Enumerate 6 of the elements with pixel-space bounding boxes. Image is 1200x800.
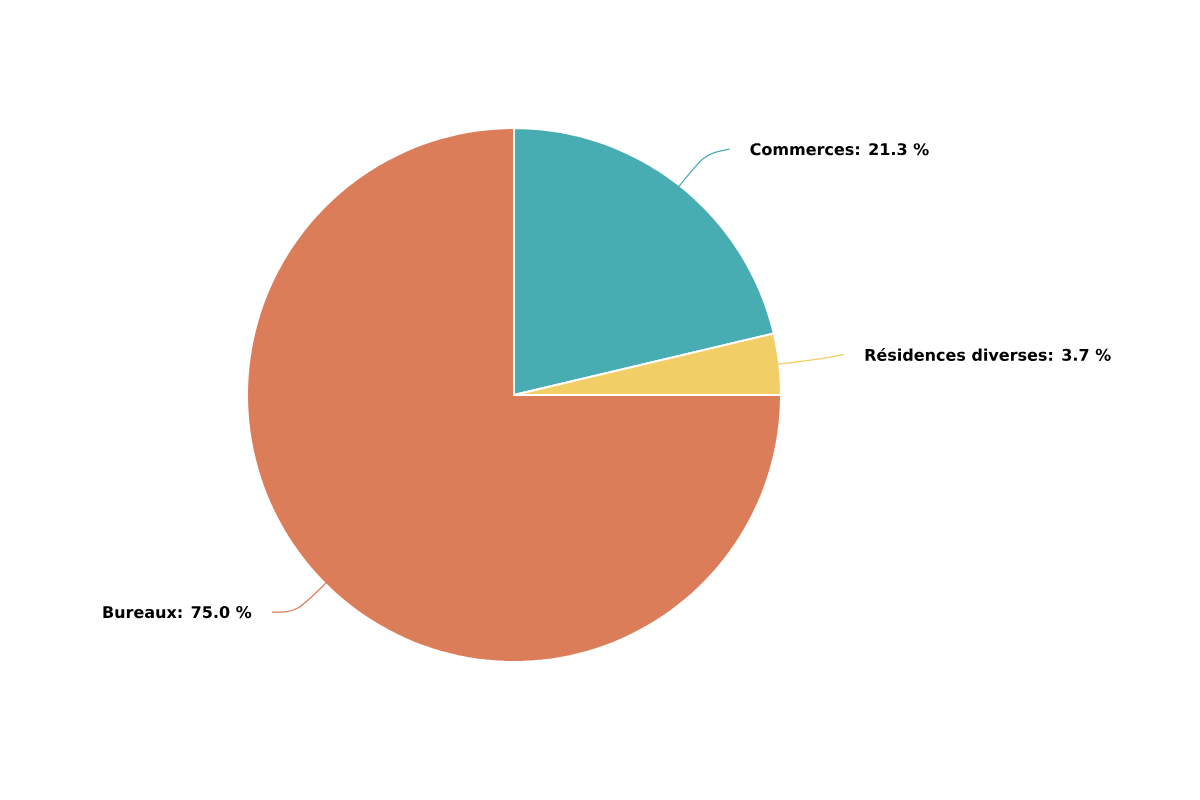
data-label: : 21.3 % xyxy=(856,143,929,156)
slice-label: Commerces xyxy=(750,143,854,156)
data-label: : 3.7 % xyxy=(1049,348,1111,361)
legend-label: Résidences diverses xyxy=(865,347,1047,361)
data-label: : 75.0 % xyxy=(178,606,252,619)
slice-label: Bureaux xyxy=(103,606,177,619)
